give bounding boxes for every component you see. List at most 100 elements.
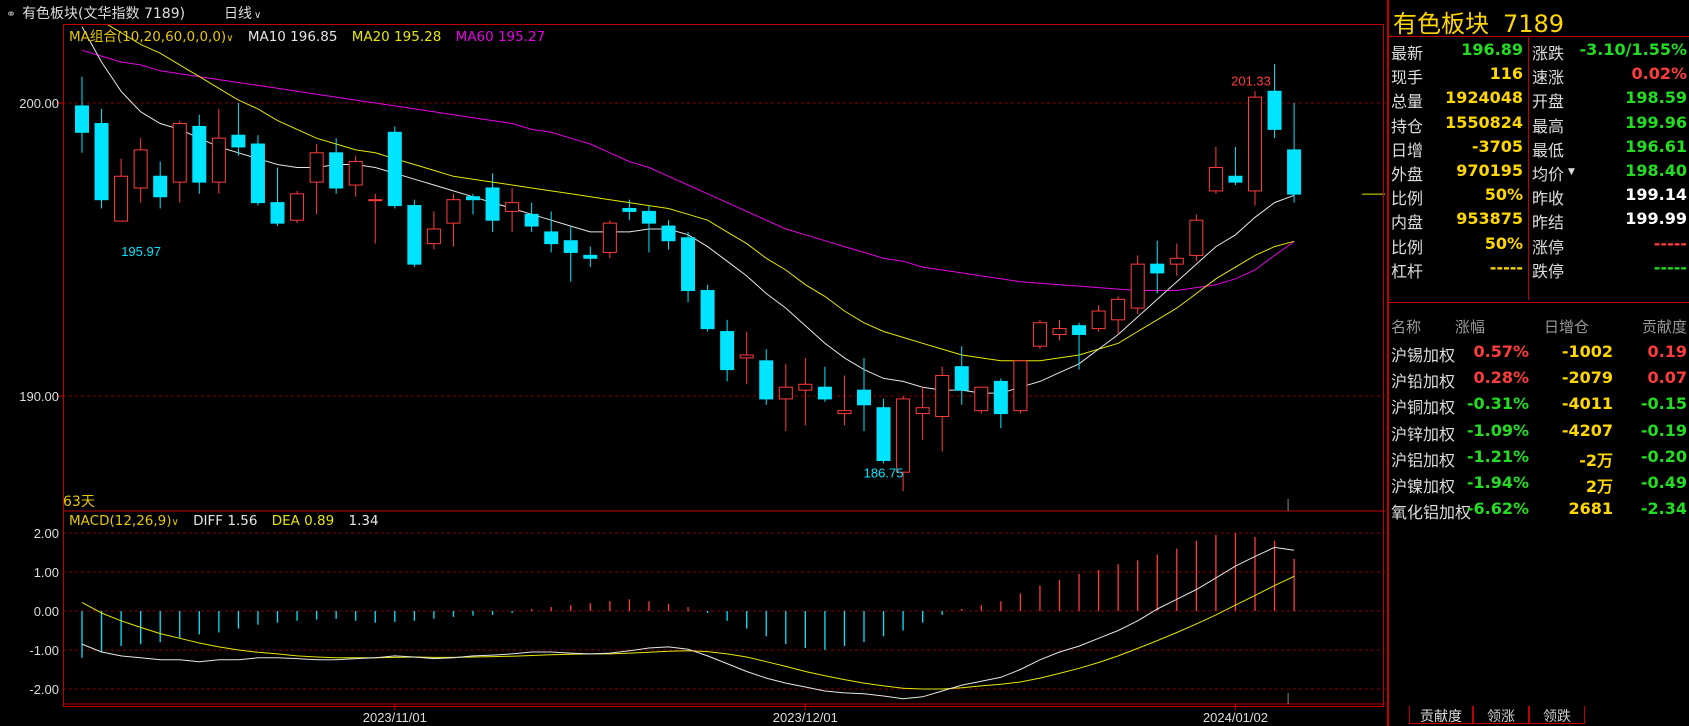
candle[interactable] (1267, 64, 1282, 139)
candle[interactable] (1111, 296, 1126, 335)
candle[interactable] (817, 366, 832, 402)
candle[interactable] (1130, 255, 1145, 314)
candle[interactable] (1208, 146, 1223, 194)
candle[interactable] (505, 187, 520, 232)
candle[interactable] (602, 220, 617, 259)
period-selector[interactable]: 日线 ∨ (224, 3, 261, 23)
candle[interactable] (329, 138, 344, 194)
tab-contribution[interactable]: 贡献度 (1409, 706, 1473, 725)
candle[interactable] (622, 199, 637, 221)
candle[interactable] (661, 220, 676, 250)
candle[interactable] (172, 120, 187, 203)
candle[interactable] (857, 357, 871, 432)
candle[interactable] (915, 387, 930, 440)
instrument-name: 有色板块 (1393, 10, 1489, 38)
ranking-col-increase[interactable]: 日增仓 (1543, 318, 1589, 336)
ranking-row[interactable]: 沪锡加权 0.57% -1002 0.19 (1389, 340, 1689, 366)
candle[interactable] (270, 167, 285, 227)
candle[interactable] (368, 193, 383, 244)
candle[interactable] (563, 226, 578, 282)
quote-label: 涨跌 (1532, 44, 1565, 63)
candle[interactable] (1169, 243, 1184, 276)
ranking-contribution: -2.34 (1640, 499, 1687, 519)
candle[interactable] (720, 319, 735, 382)
candle[interactable] (876, 398, 891, 464)
candle-body (1228, 175, 1243, 183)
candle[interactable] (348, 155, 363, 197)
ranking-col-pct[interactable]: 涨幅 (1454, 318, 1485, 336)
quote-row: 持仓 1550824 最高 199.96 (1389, 111, 1689, 137)
candle[interactable] (290, 190, 305, 224)
candle[interactable] (1287, 103, 1302, 203)
ranking-row[interactable]: 沪铜加权 -0.31% -4011 -0.15 (1389, 392, 1689, 418)
candle[interactable] (407, 199, 422, 268)
candle[interactable] (681, 231, 696, 303)
kline-chart[interactable]: 200.00 190.00 2.00 1.00 0.00 -1.00 -2.00 2023/1… (0, 24, 1385, 726)
candle[interactable] (524, 202, 539, 232)
candle[interactable] (935, 366, 950, 452)
ranking-row[interactable]: 氧化铝加权 -6.62% 2681 -2.34 (1389, 497, 1689, 523)
candle[interactable] (974, 386, 989, 414)
macd-legend[interactable]: MACD(12,26,9)∨ DIFF 1.56 DEA 0.89 1.34 (69, 513, 389, 529)
candle-body (211, 137, 226, 183)
candle[interactable] (1248, 91, 1262, 206)
chart-titlebar: ⚭ 有色板块(文华指数 7189) 日线 ∨ (0, 0, 1385, 24)
candle[interactable] (192, 114, 207, 194)
chevron-down-icon[interactable]: ∨ (171, 517, 179, 528)
ranking-col-name[interactable]: 名称 (1391, 318, 1422, 336)
ranking-increase: -2万 (1579, 450, 1613, 470)
candle[interactable] (250, 135, 265, 206)
candle[interactable] (1091, 305, 1106, 332)
candle[interactable] (485, 173, 500, 232)
candle-body (309, 152, 324, 183)
candle[interactable] (993, 378, 1008, 429)
candle[interactable] (544, 211, 559, 253)
candle[interactable] (231, 103, 246, 156)
ranking-row[interactable]: 沪铝加权 -1.21% -2万 -0.20 (1389, 445, 1689, 471)
candle[interactable] (133, 138, 148, 203)
candle[interactable] (114, 158, 129, 222)
candle[interactable] (1228, 146, 1243, 186)
candle[interactable] (1189, 214, 1204, 262)
candle-body (641, 210, 656, 224)
ranking-col-contribution[interactable]: 贡献度 (1641, 318, 1687, 336)
quote-row: 外盘 970195 均价 ▼ 198.40 (1389, 159, 1689, 185)
ranking-pct: -1.09% (1466, 420, 1529, 440)
candle[interactable] (426, 211, 441, 250)
candle[interactable] (1072, 322, 1087, 370)
candle[interactable] (700, 284, 715, 332)
link-icon[interactable]: ⚭ (6, 7, 17, 21)
candle[interactable] (954, 346, 969, 405)
candle[interactable] (94, 108, 109, 209)
candle[interactable] (739, 331, 754, 385)
candle[interactable] (778, 363, 793, 432)
ma-indicator-name[interactable]: MA组合(10,20,60,0,0,0) (69, 29, 227, 45)
ma-legend[interactable]: MA组合(10,20,60,0,0,0)∨ MA10 196.85 MA20 1… (69, 25, 555, 45)
candle[interactable] (837, 375, 852, 426)
candle[interactable] (1013, 360, 1028, 414)
chevron-down-icon[interactable]: ∨ (226, 33, 234, 44)
ranking-row[interactable]: 沪铅加权 0.28% -2079 0.07 (1389, 366, 1689, 392)
candle[interactable] (309, 144, 324, 215)
candle[interactable] (1032, 319, 1047, 350)
candle[interactable] (387, 126, 402, 209)
macd-indicator-name[interactable]: MACD(12,26,9) (69, 513, 172, 529)
ranking-row[interactable]: 沪镍加权 -1.94% 2万 -0.49 (1389, 471, 1689, 497)
candle[interactable] (75, 76, 89, 153)
candle[interactable] (1150, 240, 1165, 294)
candle[interactable] (466, 193, 480, 215)
candle[interactable] (759, 349, 774, 405)
candle[interactable] (583, 246, 598, 268)
candle[interactable] (896, 396, 911, 492)
candle[interactable] (153, 161, 168, 209)
tab-leading-gainers[interactable]: 领涨 (1473, 706, 1529, 725)
ranking-row[interactable]: 沪锌加权 -1.09% -4207 -0.19 (1389, 419, 1689, 445)
candle[interactable] (798, 357, 813, 426)
candle[interactable] (446, 193, 461, 247)
tab-leading-losers[interactable]: 领跌 (1529, 706, 1585, 725)
candle-body (602, 222, 617, 253)
triangle-down-icon[interactable]: ▼ (1568, 167, 1575, 177)
candle[interactable] (211, 108, 226, 194)
candle[interactable] (1052, 319, 1067, 341)
candle[interactable] (641, 205, 656, 253)
